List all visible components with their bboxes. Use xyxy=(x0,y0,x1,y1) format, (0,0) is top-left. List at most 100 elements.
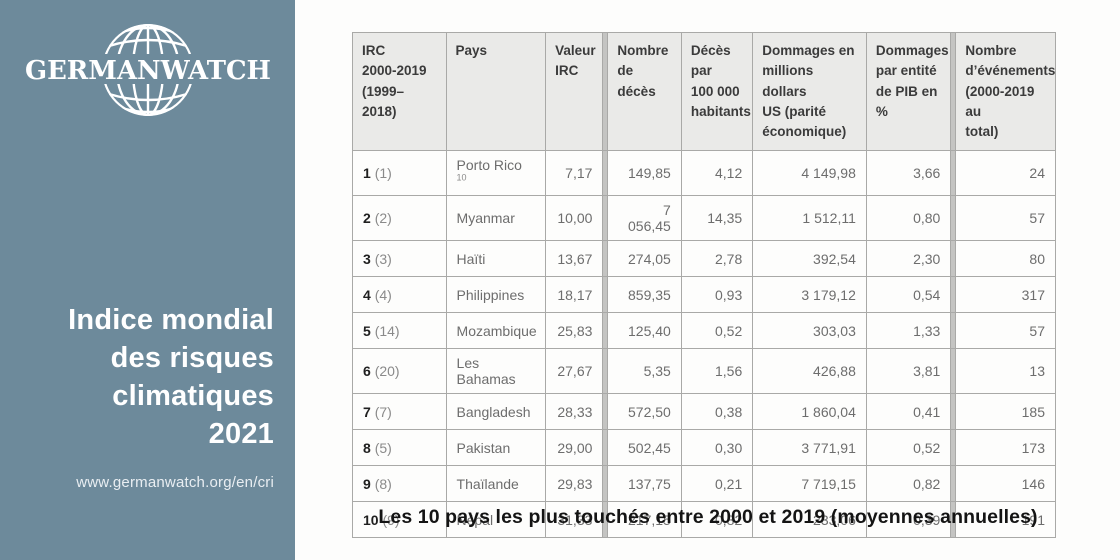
rank-current: 1 xyxy=(363,165,371,182)
valeur-irc-cell: 31,33 xyxy=(545,501,604,539)
deces-100k-cell: 0,21 xyxy=(680,465,754,503)
dommages-pib-cell: 3,66 xyxy=(865,150,952,197)
table-row: 8 (5) Pakistan 29,00 502,45 0,30 3 771,9… xyxy=(352,429,1056,467)
rank-current: 8 xyxy=(363,439,371,456)
evenements-cell: 317 xyxy=(955,276,1056,314)
column-header-valeur-irc: Valeur IRC xyxy=(545,31,604,152)
country-cell: Népal xyxy=(445,501,547,539)
valeur-irc-cell: 7,17 xyxy=(545,150,604,197)
dommages-cell: 1 860,04 xyxy=(752,393,867,431)
country-name: Mozambique xyxy=(456,322,537,339)
table-row: 2 (2) Myanmar 10,00 7 056,45 14,35 1 512… xyxy=(352,195,1056,242)
dommages-cell: 1 512,11 xyxy=(752,195,867,242)
rank-current: 10 xyxy=(363,511,379,528)
rank-previous: (3) xyxy=(374,250,392,267)
country-cell: Porto Rico 10 xyxy=(445,150,547,197)
rank-cell: 2 (2) xyxy=(352,195,447,242)
deces-cell: 137,75 xyxy=(607,465,682,503)
footnote-ref: 10 xyxy=(456,172,467,183)
dommages-pib-cell: 0,52 xyxy=(865,429,952,467)
deces-cell: 5,35 xyxy=(607,348,682,395)
header-row: IRC 2000-2019 (1999–2018) Pays Valeur IR… xyxy=(352,31,1056,152)
evenements-cell: 80 xyxy=(955,240,1056,278)
valeur-irc-cell: 29,00 xyxy=(545,429,604,467)
rank-current: 2 xyxy=(363,210,371,227)
site-url[interactable]: www.germanwatch.org/en/cri xyxy=(76,474,274,491)
dommages-cell: 3 179,12 xyxy=(752,276,867,314)
deces-100k-cell: 14,35 xyxy=(680,195,754,242)
dommages-pib-cell: 0,39 xyxy=(865,501,952,539)
country-cell: Pakistan xyxy=(445,429,547,467)
rank-cell: 10 (9) xyxy=(352,501,447,539)
evenements-cell: 173 xyxy=(955,429,1056,467)
dommages-cell: 233,06 xyxy=(752,501,867,539)
rank-cell: 7 (7) xyxy=(352,393,447,431)
country-name: Myanmar xyxy=(456,210,515,227)
deces-100k-cell: 2,78 xyxy=(680,240,754,278)
table-row: 6 (20) Les Bahamas 27,67 5,35 1,56 426,8… xyxy=(352,348,1056,395)
title-line-2: des risques xyxy=(110,342,274,374)
evenements-cell: 57 xyxy=(955,195,1056,242)
rank-current: 7 xyxy=(363,403,371,420)
table-row: 9 (8) Thaïlande 29,83 137,75 0,21 7 719,… xyxy=(352,465,1056,503)
deces-100k-cell: 0,30 xyxy=(680,429,754,467)
title-line-3: climatiques xyxy=(112,380,274,412)
column-header-irc: IRC 2000-2019 (1999–2018) xyxy=(352,31,447,152)
title-line-4: 2021 xyxy=(208,418,274,450)
rank-current: 4 xyxy=(363,286,371,303)
country-name: Népal xyxy=(456,511,494,528)
rank-current: 5 xyxy=(363,322,371,339)
rank-current: 9 xyxy=(363,475,371,492)
deces-cell: 859,35 xyxy=(607,276,682,314)
rank-current: 3 xyxy=(363,250,371,267)
rank-previous: (7) xyxy=(374,403,392,420)
rank-previous: (4) xyxy=(374,286,392,303)
deces-100k-cell: 1,56 xyxy=(680,348,754,395)
table-row: 7 (7) Bangladesh 28,33 572,50 0,38 1 860… xyxy=(352,393,1056,431)
rank-cell: 4 (4) xyxy=(352,276,447,314)
deces-cell: 125,40 xyxy=(607,312,682,350)
title-line-1: Indice mondial xyxy=(68,304,274,336)
deces-cell: 149,85 xyxy=(607,150,682,197)
rank-previous: (1) xyxy=(374,165,392,182)
rank-current: 6 xyxy=(363,363,371,380)
country-name: Porto Rico xyxy=(456,157,522,174)
rank-cell: 9 (8) xyxy=(352,465,447,503)
valeur-irc-cell: 27,67 xyxy=(545,348,604,395)
valeur-irc-cell: 28,33 xyxy=(545,393,604,431)
rank-previous: (2) xyxy=(374,210,392,227)
dommages-cell: 392,54 xyxy=(752,240,867,278)
table-caption: Les 10 pays les plus touchés entre 2000 … xyxy=(378,506,1038,528)
country-name: Pakistan xyxy=(456,439,511,456)
section-divider xyxy=(950,31,957,152)
country-name: Philippines xyxy=(456,286,525,303)
country-name: Les Bahamas xyxy=(456,355,516,388)
column-header-deces-100k: Décès par 100 000 habitants xyxy=(680,31,754,152)
valeur-irc-cell: 25,83 xyxy=(545,312,604,350)
column-header-dommages: Dommages en millions dollars US (parité … xyxy=(752,31,867,152)
table-row: 3 (3) Haïti 13,67 274,05 2,78 392,54 2,3… xyxy=(352,240,1056,278)
dommages-cell: 303,03 xyxy=(752,312,867,350)
valeur-irc-cell: 29,83 xyxy=(545,465,604,503)
cri-table-container: IRC 2000-2019 (1999–2018) Pays Valeur IR… xyxy=(352,31,1056,539)
evenements-cell: 146 xyxy=(955,465,1056,503)
dommages-pib-cell: 0,54 xyxy=(865,276,952,314)
table-row: 4 (4) Philippines 18,17 859,35 0,93 3 17… xyxy=(352,276,1056,314)
table-row: 5 (14) Mozambique 25,83 125,40 0,52 303,… xyxy=(352,312,1056,350)
country-cell: Philippines xyxy=(445,276,547,314)
deces-cell: 274,05 xyxy=(607,240,682,278)
dommages-pib-cell: 0,82 xyxy=(865,465,952,503)
deces-cell: 7 056,45 xyxy=(607,195,682,242)
rank-cell: 8 (5) xyxy=(352,429,447,467)
column-header-pays: Pays xyxy=(445,31,547,152)
dommages-pib-cell: 0,41 xyxy=(865,393,952,431)
deces-cell: 502,45 xyxy=(607,429,682,467)
section-divider xyxy=(950,501,957,539)
valeur-irc-cell: 18,17 xyxy=(545,276,604,314)
column-header-evenements: Nombre d’événements (2000-2019 au total) xyxy=(955,31,1056,152)
rank-previous: (20) xyxy=(374,363,400,380)
evenements-cell: 185 xyxy=(955,393,1056,431)
deces-cell: 572,50 xyxy=(607,393,682,431)
rank-cell: 1 (1) xyxy=(352,150,447,197)
dommages-pib-cell: 1,33 xyxy=(865,312,952,350)
